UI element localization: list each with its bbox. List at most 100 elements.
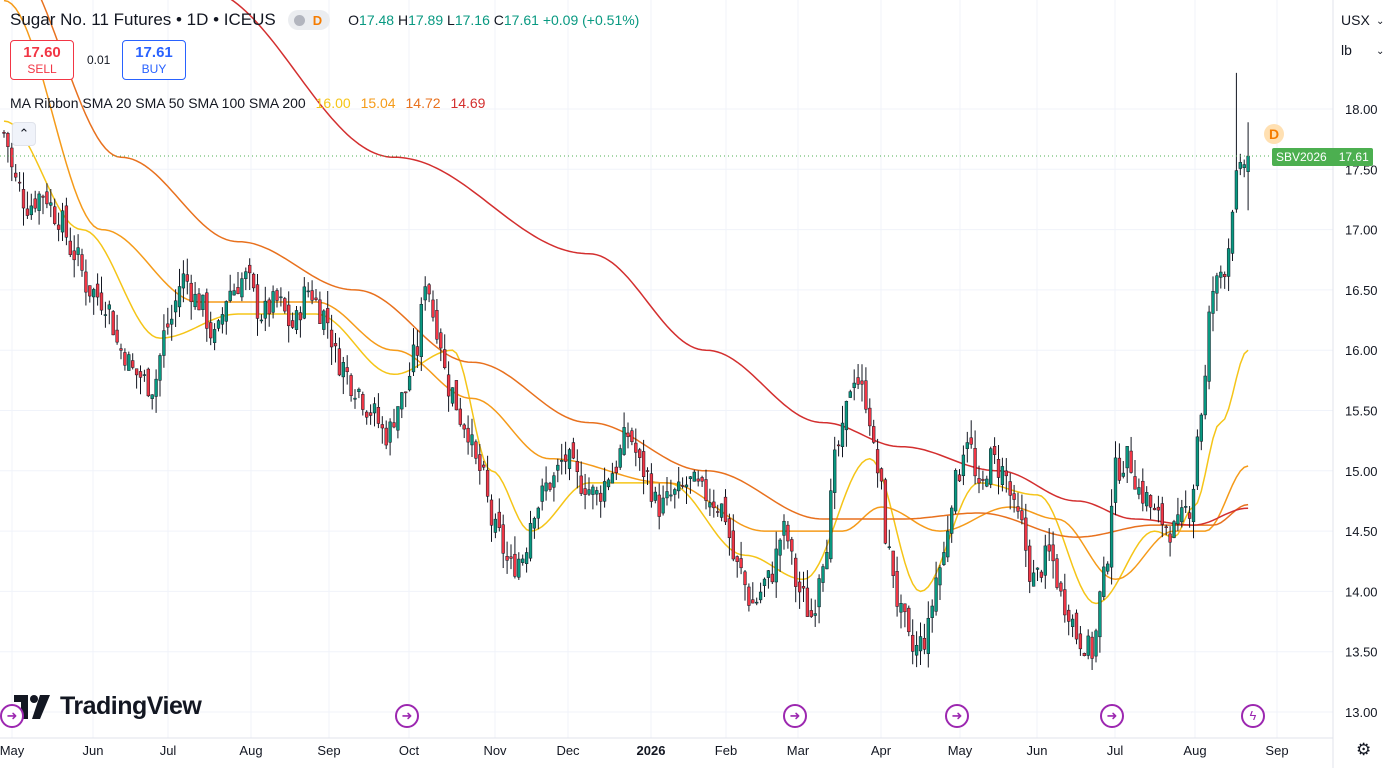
ma-line-sma20 (3, 120, 1249, 605)
candle-body (306, 290, 310, 293)
candle-body (450, 387, 455, 404)
candle-body (1039, 571, 1044, 578)
candle-body (88, 285, 92, 297)
candle-body (575, 461, 579, 472)
candle-body (37, 193, 41, 211)
candle-body (587, 489, 591, 495)
candle-body (220, 314, 225, 325)
gear-icon[interactable]: ⚙ (1356, 740, 1372, 759)
event-arrow-icon[interactable]: ➜ (0, 704, 24, 728)
ma-ribbon-legend[interactable]: MA Ribbon SMA 20 SMA 50 SMA 100 SMA 200 … (10, 95, 491, 111)
tradingview-logo[interactable]: TradingView (14, 692, 202, 721)
x-tick-label: Aug (239, 743, 262, 758)
x-tick-label: Oct (399, 743, 420, 758)
candle-body (111, 311, 115, 336)
candle-body (1000, 466, 1005, 485)
candle-body (661, 497, 665, 514)
y-tick-label: 13.00 (1345, 705, 1378, 720)
sma200-value: 14.69 (450, 95, 486, 111)
candle-body (907, 607, 911, 633)
logo-text: TradingView (60, 692, 202, 720)
candle-body (275, 290, 279, 301)
candle-body (310, 290, 314, 301)
candle-body (716, 511, 720, 513)
candle-body (563, 454, 568, 462)
candle-body (852, 382, 856, 388)
x-tick-label: Jul (160, 743, 177, 758)
candle-body (1168, 533, 1172, 543)
legend-header: Sugar No. 11 Futures • 1D • ICEUS D O17.… (10, 10, 639, 30)
event-arrow-icon[interactable]: ➜ (945, 704, 969, 728)
candle-body (84, 271, 88, 293)
candle-body (766, 570, 771, 578)
x-tick-label: Jun (1027, 743, 1048, 758)
buy-button[interactable]: 17.61 BUY (122, 40, 186, 80)
flash-event-icon[interactable]: ϟ (1241, 704, 1265, 728)
sell-button[interactable]: 17.60 SELL (10, 40, 74, 80)
candle-body (466, 427, 470, 443)
market-status-pill[interactable]: D (287, 10, 331, 30)
candle-body (1129, 450, 1133, 473)
candle-body (376, 407, 381, 424)
ma-line-sma100 (40, 0, 1249, 538)
symbol-title[interactable]: Sugar No. 11 Futures • 1D • ICEUS (10, 10, 276, 29)
ma-line-sma200 (230, 0, 1249, 526)
event-arrow-icon[interactable]: ➜ (395, 704, 419, 728)
last-price: 17.61 (1338, 150, 1369, 164)
chevron-down-icon[interactable]: ⌄ (1376, 46, 1383, 57)
candle-body (782, 520, 786, 536)
candle-body (567, 449, 572, 469)
sell-price: 17.60 (23, 44, 61, 61)
candle-body (287, 304, 291, 327)
event-arrow-icon[interactable]: ➜ (783, 704, 807, 728)
candle-body (454, 380, 459, 411)
chevron-down-icon[interactable]: ⌄ (1376, 16, 1383, 27)
candle-body (833, 449, 837, 493)
candle-body (1016, 506, 1020, 512)
candle-body (797, 581, 802, 593)
collapse-up-icon[interactable]: ⌃ (12, 122, 36, 146)
unit-select[interactable]: lb (1341, 42, 1352, 58)
event-arrow-icon[interactable]: ➜ (1100, 704, 1124, 728)
close-value: 17.61 (503, 12, 539, 28)
candle-body (743, 571, 747, 586)
candle-body (25, 208, 30, 216)
candle-body (540, 485, 544, 502)
dividend-marker[interactable]: D (1264, 124, 1284, 144)
y-tick-label: 17.00 (1345, 223, 1378, 238)
spread-value: 0.01 (87, 53, 111, 67)
candle-body (10, 147, 14, 168)
candle-body (914, 644, 919, 656)
candle-body (131, 360, 135, 368)
candle-body (380, 424, 384, 429)
y-tick-label: 14.50 (1345, 524, 1378, 539)
candle-body (49, 202, 53, 206)
candle-body (411, 344, 416, 373)
candle-body (680, 485, 685, 487)
candle-body (1070, 618, 1075, 627)
candle-body (1067, 609, 1071, 622)
candle-body (497, 511, 501, 528)
candle-body (290, 320, 295, 328)
candle-body (868, 407, 872, 427)
candle-body (1141, 480, 1145, 504)
candle-body (953, 470, 958, 512)
candle-body (142, 374, 147, 376)
candle-body (673, 489, 677, 495)
candle-body (1211, 290, 1215, 314)
sell-label: SELL (27, 62, 57, 76)
candle-body (1094, 630, 1098, 657)
candle-body (166, 323, 170, 328)
x-tick-label: Sep (1265, 743, 1288, 758)
currency-select[interactable]: USX (1341, 12, 1370, 28)
candle-body (688, 476, 693, 479)
candle-body (345, 367, 349, 373)
sma100-value: 14.72 (405, 95, 441, 111)
candle-body (665, 491, 669, 499)
candle-body (883, 479, 888, 544)
candle-body (1020, 510, 1024, 521)
candle-body (56, 224, 61, 230)
candle-body (704, 479, 708, 501)
x-tick-label: Apr (871, 743, 892, 758)
